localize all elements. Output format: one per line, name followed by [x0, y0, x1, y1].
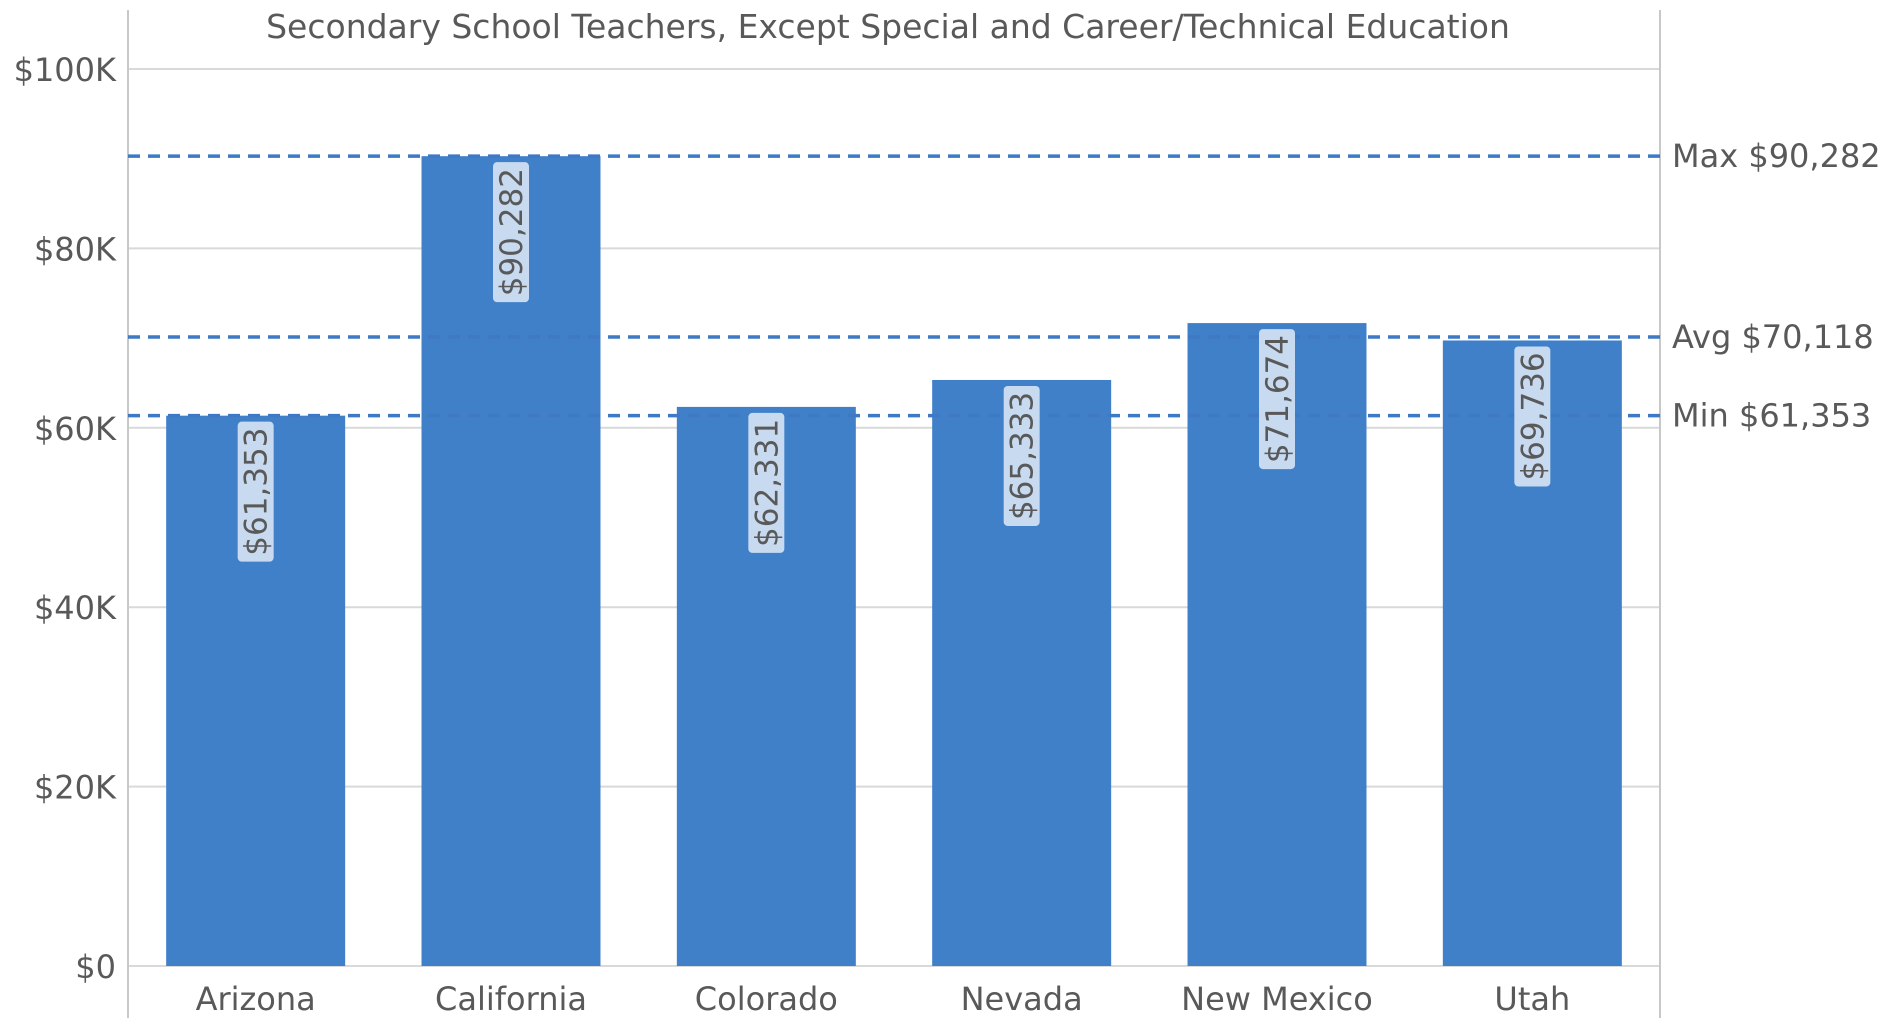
data-label-background — [1514, 346, 1551, 487]
data-label-text: $62,331 — [749, 419, 785, 547]
data-label-text: $90,282 — [494, 168, 530, 296]
data-label-text: $71,674 — [1260, 335, 1296, 463]
y-tick-label: $40K — [34, 589, 117, 627]
y-tick-label: $20K — [34, 769, 117, 807]
gridlines — [128, 68, 1660, 967]
data-label: $71,674 — [1259, 329, 1296, 470]
data-label-text: $69,736 — [1515, 352, 1551, 480]
data-label-background — [493, 162, 529, 303]
reference-line-label: Min $61,353 — [1672, 397, 1871, 435]
data-label: $62,331 — [748, 412, 785, 553]
x-tick-label: Utah — [1494, 980, 1570, 1018]
y-tick-label: $80K — [34, 230, 117, 268]
reference-line-label: Max $90,282 — [1672, 137, 1881, 175]
y-axis: $0 $20K $40K $60K $80K $100K — [14, 51, 117, 986]
data-label: $61,353 — [237, 421, 275, 562]
x-tick-label: Nevada — [961, 980, 1083, 1018]
data-label-text: $61,353 — [239, 428, 275, 556]
y-tick-label: $100K — [14, 51, 117, 89]
y-tick-label: $0 — [75, 948, 116, 986]
x-tick-label: Colorado — [695, 980, 838, 1018]
x-tick-label: California — [435, 980, 587, 1018]
data-label-background — [1003, 385, 1040, 526]
data-label-text: $65,333 — [1005, 392, 1041, 520]
data-label: $90,282 — [493, 162, 530, 303]
data-label-background — [237, 421, 274, 562]
x-axis: Arizona California Colorado Nevada New Mexic… — [196, 980, 1571, 1018]
x-tick-label: New Mexico — [1181, 980, 1373, 1018]
chart-title: Secondary School Teachers, Except Specia… — [266, 7, 1510, 46]
bars — [166, 156, 1622, 967]
reference-line-labels: Max $90,282 Avg $70,118 Min $61,353 — [1672, 137, 1881, 434]
data-label: $65,333 — [1003, 385, 1041, 526]
data-label-background — [1259, 329, 1295, 470]
data-label-background — [748, 412, 785, 553]
reference-lines — [128, 154, 1660, 418]
data-labels: $61,353 $90,282 $62,331 $65,333 $71,674 $69,7… — [237, 162, 1551, 562]
plot-frame — [127, 10, 1661, 1018]
y-tick-label: $60K — [34, 410, 117, 448]
data-label: $69,736 — [1514, 346, 1551, 487]
reference-line-label: Avg $70,118 — [1672, 318, 1874, 356]
x-tick-label: Arizona — [196, 980, 316, 1018]
